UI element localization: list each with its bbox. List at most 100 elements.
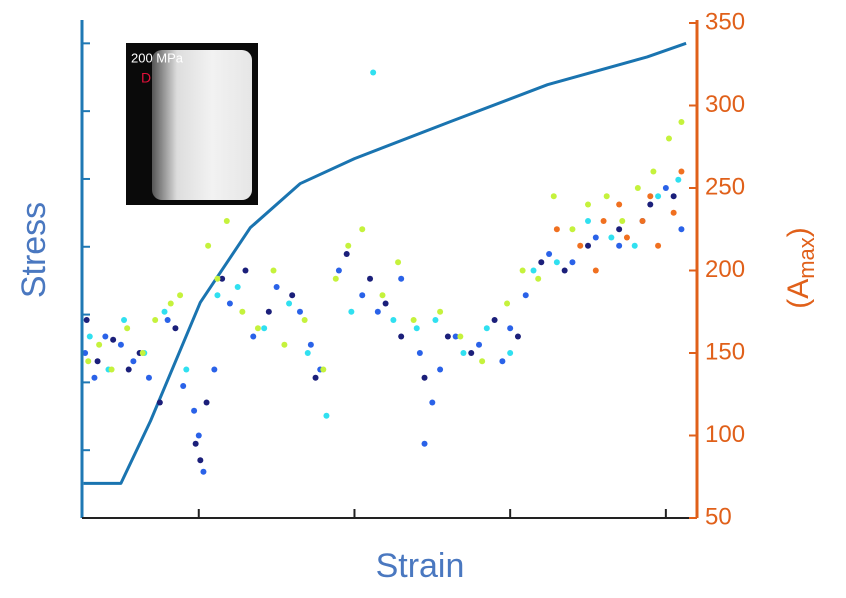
data-point [254, 325, 261, 332]
data-point [183, 366, 190, 373]
data-point [261, 325, 268, 332]
data-point [145, 374, 152, 381]
data-point [535, 275, 542, 282]
data-point [139, 350, 146, 356]
data-point [616, 226, 623, 233]
data-point [124, 325, 131, 332]
data-point [519, 267, 526, 274]
y2-tick-label: 200 [705, 256, 745, 283]
data-point [655, 242, 662, 249]
data-point [592, 267, 599, 274]
data-point [301, 317, 308, 323]
data-point [211, 366, 218, 373]
data-point [561, 267, 568, 274]
data-point [367, 275, 374, 282]
data-point [678, 168, 685, 175]
data-point [234, 284, 241, 290]
data-point [332, 275, 339, 282]
data-point [348, 308, 355, 315]
y2-tick-label: 50 [705, 503, 732, 530]
data-point [639, 218, 646, 224]
data-point [457, 333, 464, 340]
data-point [177, 292, 184, 299]
data-point [647, 201, 654, 208]
data-point [379, 292, 386, 299]
data-point [678, 119, 685, 125]
data-point [619, 218, 626, 224]
data-point [91, 374, 98, 381]
data-point [504, 300, 511, 307]
data-point [335, 267, 342, 274]
data-point [226, 300, 233, 307]
data-point [214, 292, 221, 299]
data-point [286, 300, 293, 307]
data-point [359, 226, 366, 233]
data-point [250, 333, 257, 340]
data-point [86, 333, 93, 340]
data-point [585, 218, 592, 224]
data-point [395, 259, 402, 266]
inset-label: 200 MPa [131, 50, 184, 65]
data-point [608, 234, 615, 241]
data-point [675, 176, 682, 183]
data-point [323, 412, 330, 419]
data-point [507, 325, 514, 332]
stress-curve [83, 41, 687, 485]
data-point [117, 341, 124, 348]
data-point [460, 350, 467, 356]
y2-label-sub: max [794, 237, 819, 279]
data-point [121, 317, 128, 323]
data-point [214, 275, 221, 282]
data-point [444, 333, 451, 340]
data-point [110, 336, 117, 343]
data-point [530, 267, 537, 274]
data-point [205, 242, 212, 249]
data-point [343, 251, 350, 257]
y2-tick-label: 250 [705, 173, 745, 200]
data-point [265, 308, 272, 315]
data-point [507, 350, 514, 356]
data-point [382, 300, 389, 307]
data-point [514, 333, 521, 340]
data-point [631, 242, 638, 249]
data-point [479, 358, 486, 365]
y2-label-part: ) [782, 227, 815, 237]
y2-tick-label: 300 [705, 91, 745, 118]
data-point [569, 226, 576, 233]
data-point [538, 259, 545, 266]
data-point [432, 317, 439, 323]
data-point [553, 259, 560, 266]
data-point [429, 399, 436, 406]
data-point [191, 407, 198, 414]
data-point [108, 366, 115, 373]
data-point [413, 325, 420, 332]
data-point [242, 267, 249, 274]
data-point [370, 69, 377, 76]
data-point [96, 341, 103, 348]
data-point [270, 267, 277, 274]
y-axis-label: Stress [15, 202, 53, 298]
y2-tick-label: 150 [705, 338, 745, 365]
data-point [670, 209, 677, 216]
data-point [665, 135, 672, 142]
data-point [483, 325, 490, 332]
data-point [320, 366, 327, 373]
data-point [476, 341, 483, 348]
data-point [550, 193, 557, 200]
data-point [678, 226, 685, 233]
x-axis-label: Strain [376, 547, 465, 585]
data-point [130, 358, 137, 365]
data-point [655, 193, 662, 200]
data-point [452, 333, 459, 340]
data-point [634, 185, 641, 191]
data-point [273, 284, 280, 290]
data-point [592, 234, 599, 241]
data-point [616, 242, 623, 249]
data-point [125, 366, 132, 373]
data-point [312, 374, 319, 381]
data-point [374, 308, 381, 315]
data-point [616, 201, 623, 208]
y2-tick-label: 350 [705, 8, 745, 35]
data-point [398, 333, 405, 340]
